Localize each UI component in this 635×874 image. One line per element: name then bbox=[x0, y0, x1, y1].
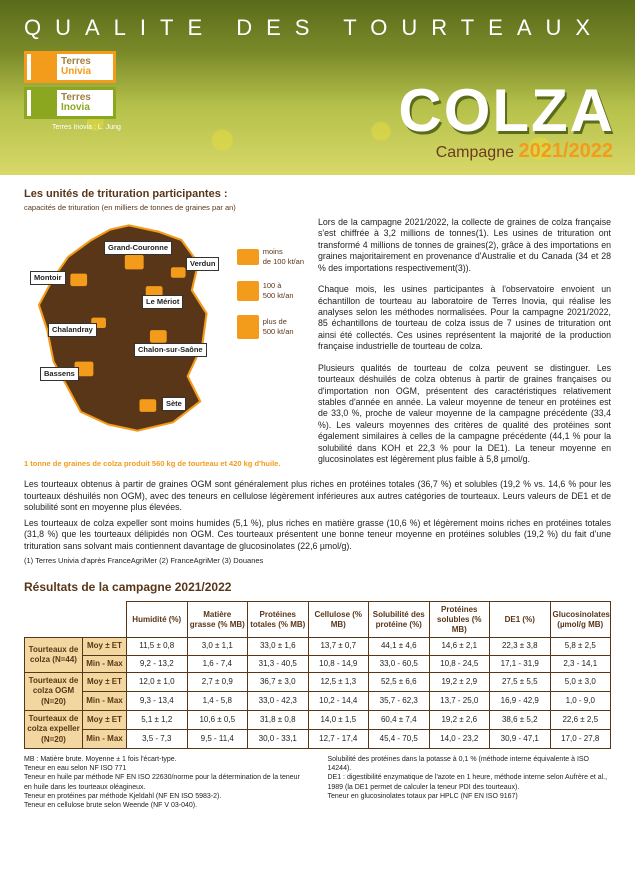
cell: 14,6 ± 2,1 bbox=[429, 638, 490, 655]
para-2: Chaque mois, les usines participantes à … bbox=[318, 284, 611, 353]
city-chalon: Chalon-sur-Saône bbox=[134, 343, 207, 357]
cell: 12,5 ± 1,3 bbox=[308, 672, 369, 691]
stat-moy: Moy ± ET bbox=[83, 638, 127, 655]
section-subtitle: Les unités de trituration participantes … bbox=[24, 187, 611, 201]
cell: 19,2 ± 2,9 bbox=[429, 672, 490, 691]
lower-text: Les tourteaux obtenus à partir de graine… bbox=[24, 479, 611, 565]
cell: 5,8 ± 2,5 bbox=[550, 638, 611, 655]
cell: 1,6 - 7,4 bbox=[187, 655, 248, 672]
col-de1: DE1 (%) bbox=[490, 602, 551, 638]
cell: 30,0 - 33,1 bbox=[248, 730, 309, 749]
col-proteines: Protéines totales (% MB) bbox=[248, 602, 309, 638]
city-montoir: Montoir bbox=[30, 271, 66, 285]
col-prot-sol: Protéines solubles (% MB) bbox=[429, 602, 490, 638]
cell: 10,6 ± 0,5 bbox=[187, 711, 248, 730]
cell: 12,7 - 17,4 bbox=[308, 730, 369, 749]
stat-moy: Moy ± ET bbox=[83, 711, 127, 730]
doc-title: QUALITE DES TOURTEAUX bbox=[0, 0, 635, 43]
cell: 14,0 ± 1,5 bbox=[308, 711, 369, 730]
cell: 52,5 ± 6,6 bbox=[369, 672, 430, 691]
city-verdun: Verdun bbox=[186, 257, 219, 271]
col-mg: Matière grasse (% MB) bbox=[187, 602, 248, 638]
city-chalandray: Chalandray bbox=[48, 323, 97, 337]
stat-minmax: Min - Max bbox=[83, 692, 127, 711]
cell: 60,4 ± 7,4 bbox=[369, 711, 430, 730]
cell: 33,0 - 60,5 bbox=[369, 655, 430, 672]
cell: 9,2 - 13,2 bbox=[127, 655, 188, 672]
para-4: Les tourteaux obtenus à partir de graine… bbox=[24, 479, 611, 513]
row-group: Tourteaux de colza (N=44) bbox=[25, 638, 83, 673]
cell: 33,0 - 42,3 bbox=[248, 692, 309, 711]
cell: 35,7 - 62,3 bbox=[369, 692, 430, 711]
section-caption: capacités de trituration (en milliers de… bbox=[24, 203, 611, 213]
references: (1) Terres Univia d'après FranceAgriMer … bbox=[24, 556, 611, 566]
cell: 27,5 ± 5,5 bbox=[490, 672, 551, 691]
cell: 10,8 - 14,9 bbox=[308, 655, 369, 672]
cell: 1,4 - 5,8 bbox=[187, 692, 248, 711]
col-solubilite: Solubilité des protéine (%) bbox=[369, 602, 430, 638]
header-banner: QUALITE DES TOURTEAUX TerresUnivia Terre… bbox=[0, 0, 635, 175]
cell: 31,8 ± 0,8 bbox=[248, 711, 309, 730]
city-sete: Sète bbox=[162, 397, 186, 411]
cell: 1,0 - 9,0 bbox=[550, 692, 611, 711]
cell: 16,9 - 42,9 bbox=[490, 692, 551, 711]
cell: 33,0 ± 1,6 bbox=[248, 638, 309, 655]
para-1: Lors de la campagne 2021/2022, la collec… bbox=[318, 217, 611, 274]
legend-icon-large bbox=[237, 315, 259, 339]
cell: 2,3 - 14,1 bbox=[550, 655, 611, 672]
cell: 31,3 - 40,5 bbox=[248, 655, 309, 672]
cell: 5,1 ± 1,2 bbox=[127, 711, 188, 730]
city-le-meriot: Le Mériot bbox=[142, 295, 183, 309]
legend-icon-small bbox=[237, 249, 259, 265]
france-map: Montoir Grand-Couronne Verdun Le Mériot … bbox=[24, 217, 304, 457]
cell: 9,3 - 13,4 bbox=[127, 692, 188, 711]
campagne-line: Campagne 2021/2022 bbox=[436, 138, 613, 164]
stat-minmax: Min - Max bbox=[83, 730, 127, 749]
stat-minmax: Min - Max bbox=[83, 655, 127, 672]
cell: 5,0 ± 3,0 bbox=[550, 672, 611, 691]
cell: 10,8 - 24,5 bbox=[429, 655, 490, 672]
map-footnote: 1 tonne de graines de colza produit 560 … bbox=[24, 459, 304, 469]
map-legend: moinsde 100 kt/an 100 à500 kt/an plus de… bbox=[237, 247, 304, 353]
row-group: Tourteaux de colza expeller (N=20) bbox=[25, 711, 83, 749]
results-title: Résultats de la campagne 2021/2022 bbox=[24, 580, 611, 596]
intro-text: Lors de la campagne 2021/2022, la collec… bbox=[318, 217, 611, 475]
cell: 12,0 ± 1,0 bbox=[127, 672, 188, 691]
footnote-right: Solubilité des protéines dans la potasse… bbox=[328, 755, 612, 810]
cell: 30,9 - 47,1 bbox=[490, 730, 551, 749]
cell: 17,0 - 27,8 bbox=[550, 730, 611, 749]
legend-icon-mid bbox=[237, 281, 259, 301]
cell: 11,5 ± 0,8 bbox=[127, 638, 188, 655]
row-group: Tourteaux de colza OGM (N=20) bbox=[25, 672, 83, 710]
results-table: Humidité (%) Matière grasse (% MB) Proté… bbox=[24, 601, 611, 749]
cell: 2,7 ± 0,9 bbox=[187, 672, 248, 691]
col-cellulose: Cellulose (% MB) bbox=[308, 602, 369, 638]
col-gluco: Glucosinolates (µmol/g MB) bbox=[550, 602, 611, 638]
col-humidite: Humidité (%) bbox=[127, 602, 188, 638]
para-5: Les tourteaux de colza expeller sont moi… bbox=[24, 518, 611, 552]
logo-terres-univia: TerresUnivia bbox=[24, 51, 116, 83]
cell: 17,1 - 31,9 bbox=[490, 655, 551, 672]
city-bassens: Bassens bbox=[40, 367, 79, 381]
cell: 38,6 ± 5,2 bbox=[490, 711, 551, 730]
cell: 14,0 - 23,2 bbox=[429, 730, 490, 749]
city-grand-couronne: Grand-Couronne bbox=[104, 241, 172, 255]
cell: 3,5 - 7,3 bbox=[127, 730, 188, 749]
cell: 3,0 ± 1,1 bbox=[187, 638, 248, 655]
cell: 9,5 - 11,4 bbox=[187, 730, 248, 749]
table-footnotes: MB : Matière brute. Moyenne ± 1 fois l'é… bbox=[24, 755, 611, 810]
cell: 22,6 ± 2,5 bbox=[550, 711, 611, 730]
stat-moy: Moy ± ET bbox=[83, 672, 127, 691]
logo-terres-inovia: TerresInovia bbox=[24, 87, 116, 119]
cell: 13,7 ± 0,7 bbox=[308, 638, 369, 655]
cell: 36,7 ± 3,0 bbox=[248, 672, 309, 691]
cell: 22,3 ± 3,8 bbox=[490, 638, 551, 655]
cell: 10,2 - 14,4 bbox=[308, 692, 369, 711]
cell: 19,2 ± 2,6 bbox=[429, 711, 490, 730]
cell: 13,7 - 25,0 bbox=[429, 692, 490, 711]
footnote-left: MB : Matière brute. Moyenne ± 1 fois l'é… bbox=[24, 755, 308, 810]
cell: 44,1 ± 4,6 bbox=[369, 638, 430, 655]
cell: 45,4 - 70,5 bbox=[369, 730, 430, 749]
para-3: Plusieurs qualités de tourteau de colza … bbox=[318, 363, 611, 466]
